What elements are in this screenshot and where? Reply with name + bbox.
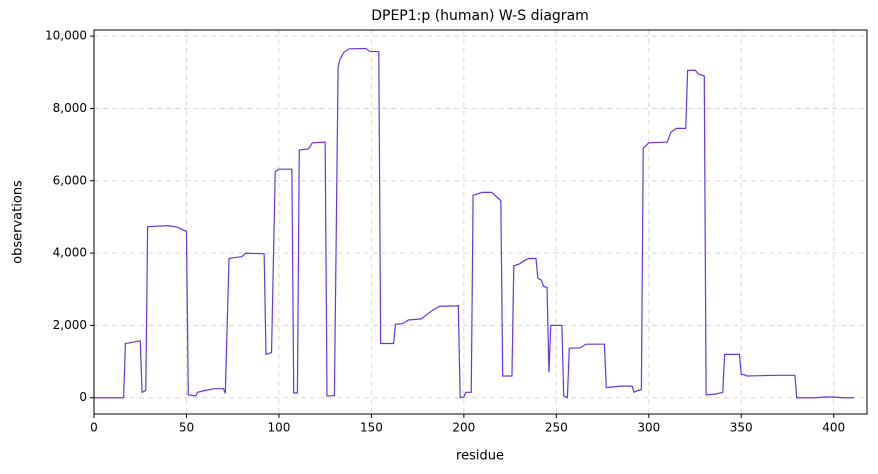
chart-title: DPEP1:p (human) W-S diagram: [371, 8, 589, 24]
y-axis-label: observations: [11, 180, 26, 264]
x-tick-label: 350: [730, 421, 753, 435]
data-line: [94, 47, 855, 399]
y-tick-label: 0: [79, 390, 87, 404]
y-tick-label: 6,000: [53, 173, 87, 187]
y-tick-label: 4,000: [53, 246, 87, 260]
x-tick-label: 50: [179, 421, 194, 435]
y-tick-label: 10,000: [45, 29, 87, 43]
x-tick-label: 250: [545, 421, 568, 435]
x-tick-label: 400: [822, 421, 845, 435]
plot-frame: [93, 29, 868, 415]
y-tick-label: 8,000: [53, 101, 87, 115]
x-tick-label: 100: [267, 421, 290, 435]
x-tick-label: 0: [90, 421, 98, 435]
x-tick-label: 200: [452, 421, 475, 435]
x-tick-label: 150: [360, 421, 383, 435]
x-tick-label: 300: [637, 421, 660, 435]
x-axis-label: residue: [456, 449, 504, 464]
y-tick-label: 2,000: [53, 318, 87, 332]
